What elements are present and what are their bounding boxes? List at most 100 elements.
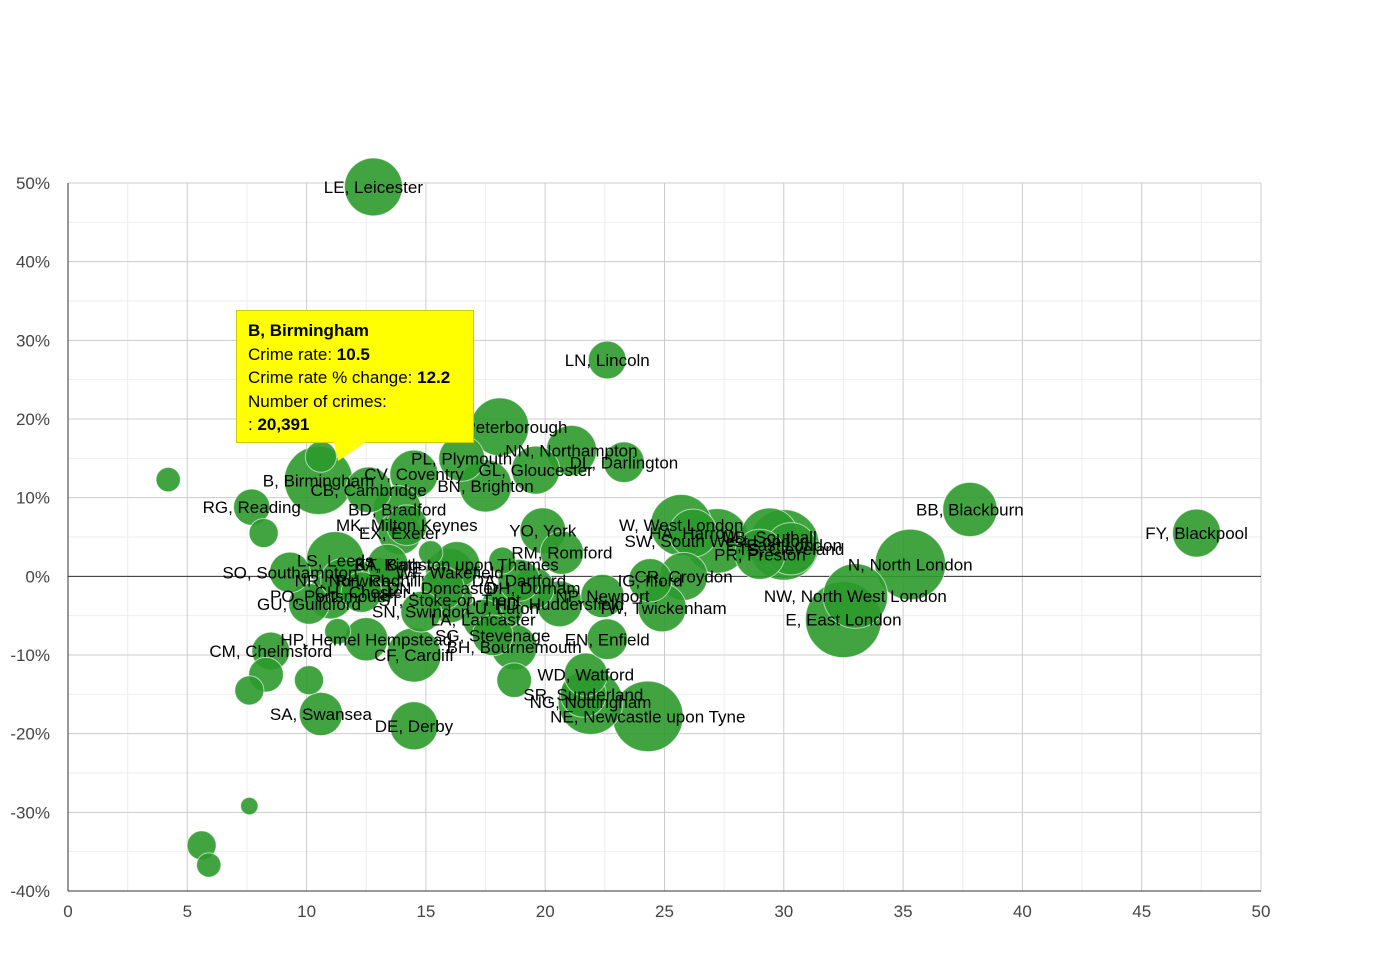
bubble-label: LA, Lancaster xyxy=(431,611,536,630)
y-tick-label: -20% xyxy=(10,725,50,744)
x-tick-label: 30 xyxy=(774,902,793,921)
bubble xyxy=(874,528,947,601)
x-tick-label: 0 xyxy=(63,902,72,921)
bubble xyxy=(603,441,645,484)
tooltip-change-value: 12.2 xyxy=(417,368,451,387)
bubble-label: SA, Swansea xyxy=(270,705,373,724)
bubble xyxy=(324,617,352,645)
bubble xyxy=(734,528,786,580)
tooltip-count-prefix: : xyxy=(248,415,258,434)
bubble xyxy=(234,675,265,706)
bubbles xyxy=(155,157,1222,878)
bubble xyxy=(293,665,325,696)
bubble xyxy=(511,445,561,495)
tooltip-title: B, Birmingham xyxy=(248,321,369,340)
y-tick-label: -30% xyxy=(10,803,50,822)
bubble-label: EN, Enfield xyxy=(565,630,650,649)
x-tick-label: 10 xyxy=(297,902,316,921)
y-tick-label: 50% xyxy=(16,174,50,193)
bubble-label: SW, South West London xyxy=(625,532,810,551)
bubble-label: DA, Dartford xyxy=(472,571,566,590)
bubble xyxy=(340,571,383,613)
bubble-label: UB, Southall xyxy=(722,528,817,547)
bubble xyxy=(586,618,629,661)
x-tick-label: 15 xyxy=(416,902,435,921)
bubble-label: DE, Derby xyxy=(375,717,454,736)
bubble-label: WD, Watford xyxy=(537,666,634,685)
y-tick-label: 0% xyxy=(25,567,50,586)
bubble-label: E, East London xyxy=(726,536,842,555)
bubble xyxy=(288,583,330,625)
bubble-label: CB, Cambridge xyxy=(311,481,427,500)
x-tick-label: 5 xyxy=(183,902,192,921)
bubble-label: CM, Chelmsford xyxy=(209,642,332,661)
bubble xyxy=(269,551,311,594)
bubble-label: PL, Plymouth xyxy=(411,449,512,468)
bubble xyxy=(385,504,428,547)
bubble-label: HD, Huddersfield xyxy=(495,595,624,614)
tooltip-rate-value: 10.5 xyxy=(336,344,370,364)
bubble-label: TW, Twickenham xyxy=(598,599,727,618)
bubble-label: DH, Durham xyxy=(486,579,580,598)
bubble-label: SN, Swindon xyxy=(372,603,470,622)
bubble xyxy=(418,540,444,566)
bubble xyxy=(155,466,181,493)
bubble-label: NW, North West London xyxy=(764,587,947,606)
bubble xyxy=(496,662,533,699)
bubble-label: DN, Doncaster xyxy=(387,579,499,598)
chart-axes xyxy=(67,183,1261,892)
bubble-label: HA, Harrow xyxy=(649,524,738,543)
bubble-label: LN, Lincoln xyxy=(565,351,650,370)
bubble-label: FY, Blackpool xyxy=(1145,524,1248,543)
tooltip-count-value: 20,391 xyxy=(257,415,310,434)
bubble xyxy=(240,796,259,816)
bubble-label: SR, Sunderland xyxy=(523,685,643,704)
y-tick-label: 30% xyxy=(16,331,50,350)
bubble-label: SG, Stevenage xyxy=(435,626,550,645)
x-axis-ticks: 0 5 10 15 20 25 30 35 40 45 50 xyxy=(63,902,1270,921)
bubble-label: N, North London xyxy=(848,556,973,575)
x-tick-label: 40 xyxy=(1013,902,1032,921)
bubble-label: BB, Blackburn xyxy=(916,500,1024,519)
bubble xyxy=(1172,508,1222,558)
y-axis-ticks: 50% 40% 30% 20% 10% 0% -10% -20% -30% -40% xyxy=(10,174,50,901)
bubble-label: NR, Norwich xyxy=(295,571,390,590)
bubble-label: RG, Reading xyxy=(203,498,301,517)
bubble-label: W, West London xyxy=(619,516,743,535)
x-tick-label: 25 xyxy=(655,902,674,921)
bubble-label: KT, Kingston upon Thames xyxy=(355,556,559,575)
bubble-label: CH, Chester xyxy=(315,583,409,602)
bubble-label: NP, Newport xyxy=(555,587,649,606)
bubble xyxy=(400,590,442,633)
bubble-label: GU, Guildford xyxy=(257,595,361,614)
bubble-label: E, East London xyxy=(785,611,901,630)
bubble xyxy=(580,573,625,619)
data-tooltip: B, Birmingham Crime rate: 10.5 Crime rat… xyxy=(236,310,474,443)
bubble xyxy=(488,546,517,575)
bubble xyxy=(587,340,627,380)
bubble-label: NG, Nottingham xyxy=(530,693,652,712)
y-tick-label: -10% xyxy=(10,646,50,665)
bubble-label: HP, Hemel Hempstead xyxy=(280,630,452,649)
bubble xyxy=(628,558,673,603)
bubble xyxy=(345,466,392,514)
bubble xyxy=(304,440,337,473)
bubble-label: YO, York xyxy=(509,522,577,541)
tooltip-rate-label: Crime rate: xyxy=(248,344,337,364)
bubble-label: LS, Leeds xyxy=(297,552,374,571)
y-tick-label: 20% xyxy=(16,410,50,429)
bubble xyxy=(822,563,889,629)
tooltip-count-label: Number of crimes: xyxy=(248,391,387,411)
bubble-label: IG, Ilford xyxy=(618,571,683,590)
y-tick-label: 10% xyxy=(16,489,50,508)
bubble-label: RH, Redhill xyxy=(335,571,421,590)
bubble xyxy=(942,481,998,538)
bubble-label: LE, Leicester xyxy=(324,178,424,197)
bubble-label: NN, Northampton xyxy=(505,441,637,460)
bubble-label: CV, Coventry xyxy=(364,465,464,484)
x-tick-label: 35 xyxy=(894,902,913,921)
bubble-label: RM, Romford xyxy=(511,544,612,563)
tooltip-change-label: Crime rate % change: xyxy=(248,368,418,387)
x-tick-label: 20 xyxy=(536,902,555,921)
